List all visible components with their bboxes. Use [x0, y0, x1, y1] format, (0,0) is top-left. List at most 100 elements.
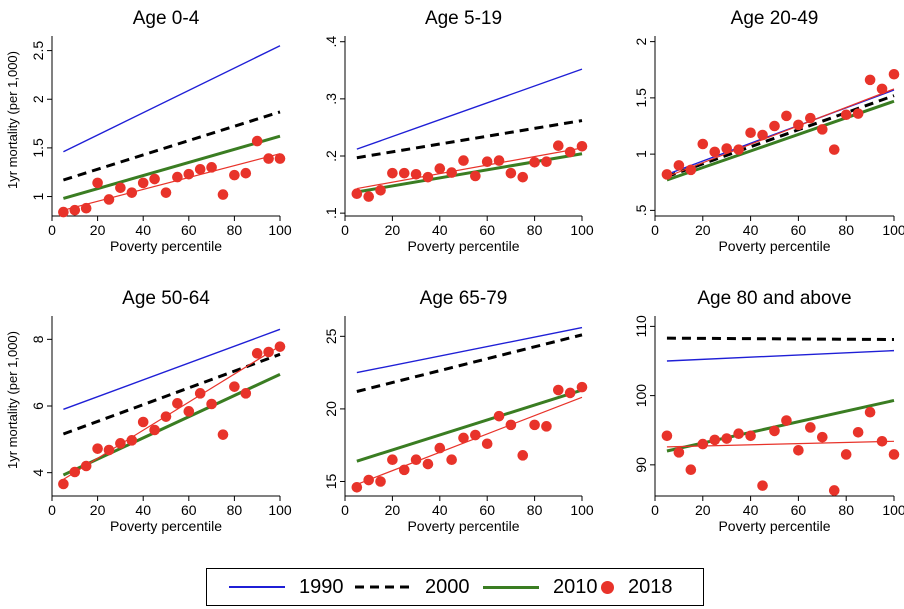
x-tick-label: 80	[838, 222, 854, 238]
series-line-2010	[62, 134, 281, 200]
data-point-2018	[661, 430, 673, 442]
panel-1: Age 0-4 0 20 40 60 80 100 1 1.5 2 2.5 Poverty perce…	[5, 8, 292, 254]
x-tick-label: 100	[268, 502, 292, 518]
data-point-2018	[274, 153, 286, 164]
series-line-2000	[62, 352, 281, 436]
series-line-1990	[356, 68, 583, 150]
data-point-2018	[817, 124, 828, 135]
data-point-2018	[458, 155, 469, 166]
data-point-2018	[673, 447, 685, 458]
data-point-2018	[422, 458, 434, 470]
data-point-2018	[115, 438, 126, 449]
x-axis-label: Poverty percentile	[718, 518, 830, 534]
data-point-2018	[149, 424, 160, 436]
data-point-2018	[553, 140, 564, 152]
y-tick-label: 2	[633, 38, 649, 46]
series-line-1990	[63, 328, 281, 410]
x-tick-label: 100	[268, 222, 292, 238]
data-point-2018	[398, 464, 410, 476]
data-point-2018	[697, 438, 709, 450]
data-point-2018	[817, 431, 828, 443]
data-point-2018	[709, 146, 721, 158]
x-axis-label: Poverty percentile	[407, 238, 519, 254]
data-point-2018	[757, 480, 768, 491]
data-point-2018	[58, 478, 69, 490]
data-point-2018	[160, 187, 172, 198]
legend-label-1990: 1990	[299, 575, 344, 598]
data-point-2018	[103, 194, 115, 205]
data-point-2018	[576, 140, 588, 152]
x-tick-label: 0	[48, 222, 56, 238]
series-line-2018-fit	[63, 345, 281, 480]
data-point-2018	[92, 177, 103, 189]
legend-item-1990: 1990	[229, 569, 344, 605]
data-point-2018	[58, 206, 69, 218]
data-point-2018	[80, 460, 92, 472]
data-point-2018	[769, 120, 780, 132]
data-point-2018	[194, 388, 206, 399]
series-line-2018-fit	[356, 396, 583, 485]
series-line-1990	[356, 326, 583, 374]
data-point-2018	[126, 187, 138, 198]
data-point-2018	[888, 449, 900, 460]
x-tick-label: 80	[227, 502, 243, 518]
data-point-2018	[470, 170, 481, 182]
legend-label-2018: 2018	[628, 575, 673, 598]
data-point-2018	[410, 168, 422, 180]
data-point-2018	[745, 430, 756, 442]
data-point-2018	[240, 167, 252, 179]
panel-4: Age 50-64 0 20 40 60 80 100 4 6 8 Poverty percenti…	[5, 288, 292, 534]
data-point-2018	[840, 449, 852, 460]
data-point-2018	[434, 163, 446, 174]
series-line-2000	[666, 336, 895, 342]
data-point-2018	[553, 384, 564, 396]
x-tick-label: 40	[743, 222, 759, 238]
x-tick-label: 40	[135, 502, 151, 518]
y-tick-label: 90	[633, 457, 649, 473]
x-tick-label: 0	[341, 222, 349, 238]
panel-title: Age 0-4	[133, 8, 200, 29]
data-point-2018	[206, 398, 217, 410]
data-point-2018	[69, 204, 81, 216]
data-point-2018	[410, 454, 422, 466]
y-tick-label: 4	[30, 469, 46, 477]
x-tick-label: 100	[882, 502, 904, 518]
data-point-2018	[661, 169, 673, 180]
y-tick-label: .5	[633, 204, 649, 216]
x-tick-label: 80	[527, 502, 543, 518]
data-point-2018	[576, 381, 588, 393]
data-point-2018	[172, 171, 183, 183]
data-point-2018	[505, 167, 517, 179]
y-tick-label: .1	[323, 207, 339, 219]
x-tick-label: 0	[341, 502, 349, 518]
x-axis-label: Poverty percentile	[407, 518, 519, 534]
data-point-2018	[564, 387, 576, 399]
series-line-1990	[666, 349, 895, 362]
data-point-2018	[793, 119, 804, 131]
series-line-2000	[356, 119, 583, 160]
legend-swatch-2018	[601, 580, 614, 594]
data-point-2018	[137, 416, 149, 428]
y-tick-label: 110	[633, 315, 649, 338]
x-tick-label: 20	[385, 222, 401, 238]
data-point-2018	[398, 167, 410, 179]
data-point-2018	[351, 481, 363, 493]
y-tick-label: 2.5	[30, 41, 46, 61]
x-axis-label: Poverty percentile	[110, 238, 222, 254]
data-point-2018	[876, 83, 888, 95]
data-point-2018	[149, 173, 160, 185]
data-point-2018	[387, 454, 398, 466]
data-point-2018	[852, 427, 864, 438]
legend-item-2000: 2000	[355, 569, 470, 605]
data-point-2018	[864, 406, 876, 418]
x-tick-label: 60	[791, 222, 807, 238]
legend-label-2000: 2000	[425, 575, 470, 598]
series-line-1990	[63, 45, 281, 153]
data-point-2018	[217, 189, 229, 200]
data-point-2018	[733, 428, 744, 439]
y-axis-label: 1yr mortality (per 1,000)	[5, 331, 20, 469]
data-point-2018	[733, 144, 744, 155]
y-tick-label: 1	[30, 192, 46, 200]
x-tick-label: 80	[838, 502, 854, 518]
data-point-2018	[685, 464, 697, 475]
